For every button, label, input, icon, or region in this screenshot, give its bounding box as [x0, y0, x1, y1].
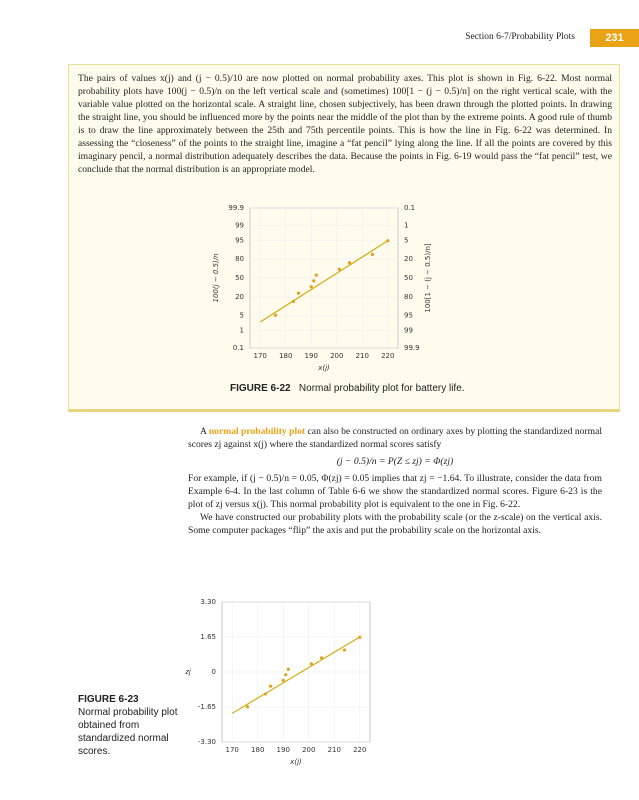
point: [281, 678, 285, 682]
point: [291, 299, 295, 304]
y2-axis-label: 100[1 − (j − 0.5)/n]: [424, 243, 432, 313]
y-tick-label: 95: [235, 237, 244, 245]
caption-text: Normal probability plot for battery life…: [298, 383, 465, 394]
y-tick-label: -1.65: [198, 703, 216, 711]
x-tick-label: 190: [305, 352, 318, 360]
body-text: A normal probability plot can also be co…: [188, 425, 602, 537]
y2-tick-label: 95: [404, 311, 413, 319]
y2-tick-label: 99: [404, 327, 413, 335]
y-tick-label: 3.30: [200, 598, 216, 606]
point: [386, 239, 390, 243]
y-tick-label: -3.30: [198, 738, 216, 746]
y-tick-label: 1: [240, 327, 244, 335]
y2-tick-label: 1: [404, 221, 408, 229]
box-paragraph: The pairs of values x(j) and (j − 0.5)/1…: [78, 73, 612, 175]
y-tick-label: 80: [235, 255, 244, 263]
caption-label: FIGURE 6-23: [78, 694, 139, 705]
x-axis-label: x(j): [289, 758, 302, 766]
figure-caption: FIGURE 6-23 Normal probability plot obtai…: [78, 693, 178, 758]
x-tick-label: 180: [251, 746, 264, 754]
y2-tick-label: 50: [404, 274, 413, 282]
page-number: 231: [590, 29, 639, 47]
point: [268, 684, 273, 688]
y-tick-label: 99.9: [228, 204, 244, 212]
y-tick-label: 5: [240, 311, 244, 319]
x-tick-label: 180: [279, 352, 292, 360]
y-tick-label: 20: [235, 293, 244, 301]
y-tick-label: 0.1: [233, 344, 244, 352]
text: can also be constructed on ordinary axes…: [188, 426, 602, 450]
y2-tick-label: 99.9: [404, 344, 420, 352]
x-tick-label: 200: [330, 352, 343, 360]
y-tick-label: 1.65: [200, 633, 216, 641]
point: [286, 667, 290, 671]
x-tick-label: 220: [353, 746, 366, 754]
point: [309, 285, 313, 289]
point: [370, 252, 375, 257]
y2-tick-label: 0.1: [404, 204, 415, 212]
y-axis-label: zj: [184, 668, 191, 676]
caption-text: Normal probability plot obtained from st…: [78, 707, 178, 757]
running-header: Section 6-7/Probability Plots: [465, 32, 575, 42]
term: normal probability plot: [208, 426, 306, 437]
x-tick-label: 200: [302, 746, 315, 754]
text: A: [200, 426, 207, 437]
x-tick-label: 210: [356, 352, 369, 360]
trend-line: [231, 636, 361, 714]
paragraph: A normal probability plot can also be co…: [188, 425, 602, 451]
x-tick-label: 190: [277, 746, 290, 754]
paragraph: For example, if (j − 0.5)/n = 0.05, Φ(zj…: [188, 473, 602, 510]
y-axis-label: 100(j − 0.5)/n: [212, 253, 220, 302]
chart: 170 180 190 200 210 220 3.30 1.65 0 -1.65 -3.30 x(j…: [184, 598, 371, 766]
point: [263, 692, 267, 696]
equation: (j − 0.5)/n = P(Z ≤ zj) = Φ(zj): [336, 456, 454, 467]
point: [358, 635, 362, 639]
point: [296, 291, 301, 295]
point: [273, 313, 278, 317]
x-tick-label: 170: [254, 352, 267, 360]
x-tick-label: 220: [381, 352, 394, 360]
paragraph: We have constructed our probability plot…: [188, 512, 602, 536]
point: [312, 279, 316, 283]
x-tick-label: 210: [328, 746, 341, 754]
y-tick-label: 99: [235, 221, 244, 229]
example-box: [68, 64, 620, 412]
y2-tick-label: 5: [404, 237, 408, 245]
point: [284, 673, 288, 677]
chart: 170 180 190 200 210 22099.99995805020510.10.1…: [212, 204, 432, 372]
y-tick-label: 50: [235, 274, 244, 282]
x-tick-label: 170: [226, 746, 239, 754]
point: [347, 261, 352, 265]
point: [337, 267, 341, 271]
point: [342, 648, 347, 652]
y2-tick-label: 80: [404, 293, 413, 301]
y2-tick-label: 20: [404, 255, 413, 263]
point: [314, 273, 318, 277]
x-axis-label: x(j): [317, 364, 330, 372]
y-tick-label: 0: [212, 668, 216, 676]
point: [309, 662, 313, 666]
point: [245, 705, 250, 709]
caption-label: FIGURE 6-22: [230, 383, 291, 394]
point: [319, 656, 324, 660]
trend-line: [259, 240, 389, 323]
figure-caption: FIGURE 6-22 Normal probability plot for …: [230, 383, 465, 394]
